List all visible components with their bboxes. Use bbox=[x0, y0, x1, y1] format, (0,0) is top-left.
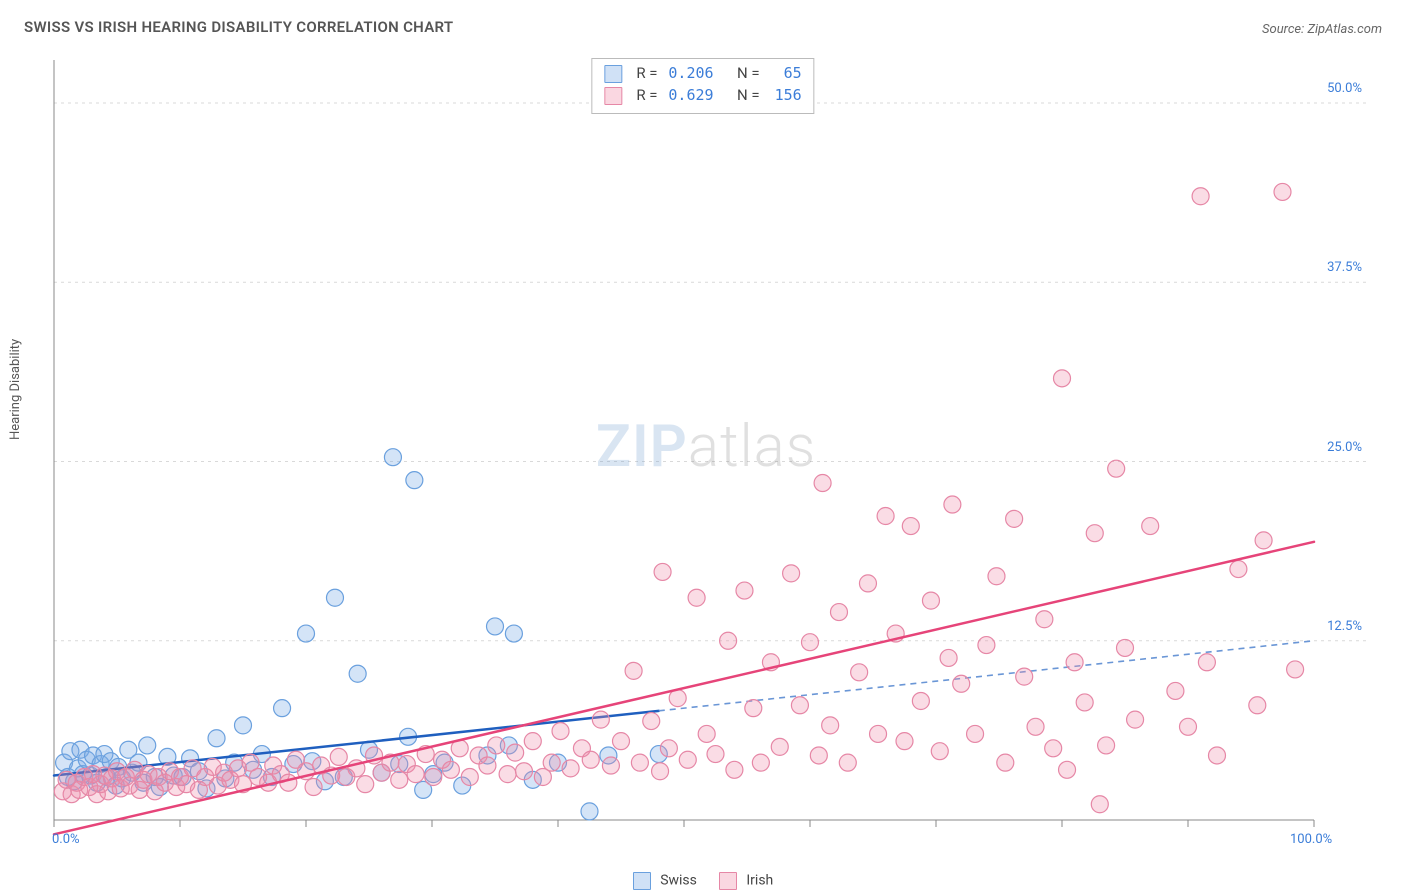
source-value: ZipAtlas.com bbox=[1307, 22, 1382, 37]
source-prefix: Source: bbox=[1262, 22, 1307, 37]
swatch-irish bbox=[604, 87, 622, 105]
n-value: 65 bbox=[768, 63, 802, 85]
chart-area: ZIPatlas 12.5% 25.0% 37.5% 50.0% 0.0% 10… bbox=[46, 52, 1366, 842]
series-legend: Swiss Irish bbox=[0, 872, 1406, 890]
scatter-chart bbox=[46, 52, 1366, 842]
x-tick-label-min: 0.0% bbox=[52, 832, 80, 847]
stats-legend: R = 0.206 N = 65 R = 0.629 N = 156 bbox=[591, 58, 814, 114]
n-label: N = bbox=[737, 63, 760, 85]
x-tick-label-max: 100.0% bbox=[1290, 832, 1332, 847]
legend-label: Swiss bbox=[660, 873, 697, 889]
r-value: 0.206 bbox=[666, 63, 714, 85]
legend-item: Swiss bbox=[633, 872, 697, 890]
swatch-irish bbox=[719, 872, 737, 890]
swatch-swiss bbox=[633, 872, 651, 890]
y-tick-label: 12.5% bbox=[1327, 619, 1362, 634]
legend-label: Irish bbox=[746, 873, 773, 889]
source-label: Source: ZipAtlas.com bbox=[1262, 22, 1382, 37]
swatch-swiss bbox=[604, 65, 622, 83]
r-label: R = bbox=[636, 85, 657, 107]
n-value: 156 bbox=[768, 85, 802, 107]
stats-legend-row: R = 0.629 N = 156 bbox=[604, 85, 801, 107]
stats-legend-row: R = 0.206 N = 65 bbox=[604, 63, 801, 85]
y-tick-label: 25.0% bbox=[1327, 440, 1362, 455]
chart-title: SWISS VS IRISH HEARING DISABILITY CORREL… bbox=[24, 18, 453, 36]
r-value: 0.629 bbox=[666, 85, 714, 107]
legend-item: Irish bbox=[719, 872, 773, 890]
y-tick-label: 50.0% bbox=[1327, 81, 1362, 96]
y-axis-label: Hearing Disability bbox=[8, 339, 23, 440]
n-label: N = bbox=[737, 85, 760, 107]
y-tick-label: 37.5% bbox=[1327, 260, 1362, 275]
r-label: R = bbox=[636, 63, 657, 85]
